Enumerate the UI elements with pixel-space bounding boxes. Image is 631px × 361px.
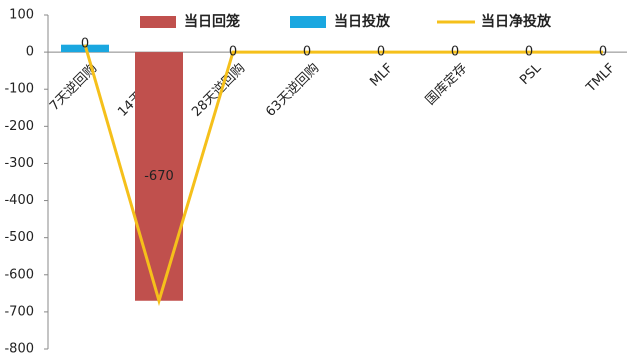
y-tick-label: -500: [4, 230, 34, 245]
y-tick-label: -200: [4, 119, 34, 134]
x-tick-label: 28天逆回购: [189, 60, 249, 120]
y-tick-label: -700: [4, 304, 34, 319]
data-label: 0: [81, 37, 89, 52]
data-label: 0: [525, 45, 533, 60]
y-tick-label: 0: [26, 45, 34, 60]
y-tick-label: 100: [9, 8, 34, 23]
x-tick-label: TMLF: [583, 61, 618, 96]
y-tick-label: -600: [4, 267, 34, 282]
legend-label: 当日投放: [334, 13, 391, 30]
bar: [135, 52, 183, 301]
y-tick-label: -100: [4, 82, 34, 97]
data-label: 0: [377, 45, 385, 60]
legend-label: 当日净投放: [481, 13, 552, 30]
legend-label: 当日回笼: [184, 13, 240, 30]
y-tick-label: -800: [4, 342, 34, 357]
line: [83, 44, 603, 307]
x-tick-label: MLF: [367, 61, 396, 90]
x-tick-label: PSL: [517, 60, 545, 88]
y-tick-label: -300: [4, 156, 34, 171]
legend-swatch: [140, 16, 176, 28]
x-tick-label: 63天逆回购: [263, 60, 323, 120]
data-label: -670: [144, 169, 174, 184]
legend-swatch: [290, 16, 326, 28]
x-tick-label: 国库定存: [422, 60, 470, 108]
data-label: 0: [451, 45, 459, 60]
y-tick-label: -400: [4, 193, 34, 208]
data-label: 0: [229, 45, 237, 60]
data-label: 0: [599, 45, 607, 60]
data-label: 0: [303, 45, 311, 60]
